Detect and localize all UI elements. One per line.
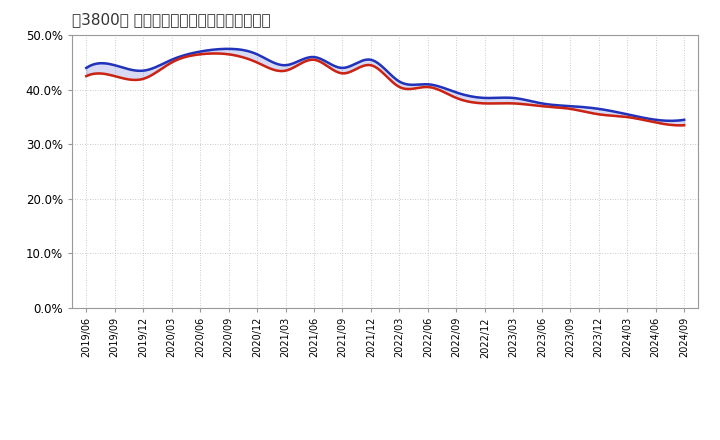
固定比率: [653, 117, 662, 123]
固定比率: [668, 118, 677, 124]
Line: 固定比率: 固定比率: [86, 49, 684, 121]
固定長期適合率: [653, 120, 662, 125]
固定長期適合率: [631, 116, 640, 121]
固定長期適合率: [193, 52, 202, 57]
固定比率: [118, 65, 127, 70]
固定比率: [82, 65, 91, 70]
固定長期適合率: [211, 51, 220, 56]
Legend: 固定比率, 固定長期適合率: 固定比率, 固定長期適合率: [285, 437, 485, 440]
固定長期適合率: [118, 76, 127, 81]
固定比率: [680, 117, 688, 122]
固定長期適合率: [106, 72, 114, 77]
固定比率: [106, 62, 114, 67]
固定長期適合率: [244, 56, 253, 62]
固定長期適合率: [677, 123, 685, 128]
固定比率: [631, 114, 640, 119]
Text: ［3800］ 固定比率、固定長期適合率の推移: ［3800］ 固定比率、固定長期適合率の推移: [72, 12, 271, 27]
固定長期適合率: [82, 73, 91, 79]
Line: 固定長期適合率: 固定長期適合率: [86, 53, 684, 125]
固定長期適合率: [680, 123, 688, 128]
固定比率: [223, 46, 232, 51]
固定比率: [193, 49, 202, 55]
固定比率: [244, 48, 253, 54]
